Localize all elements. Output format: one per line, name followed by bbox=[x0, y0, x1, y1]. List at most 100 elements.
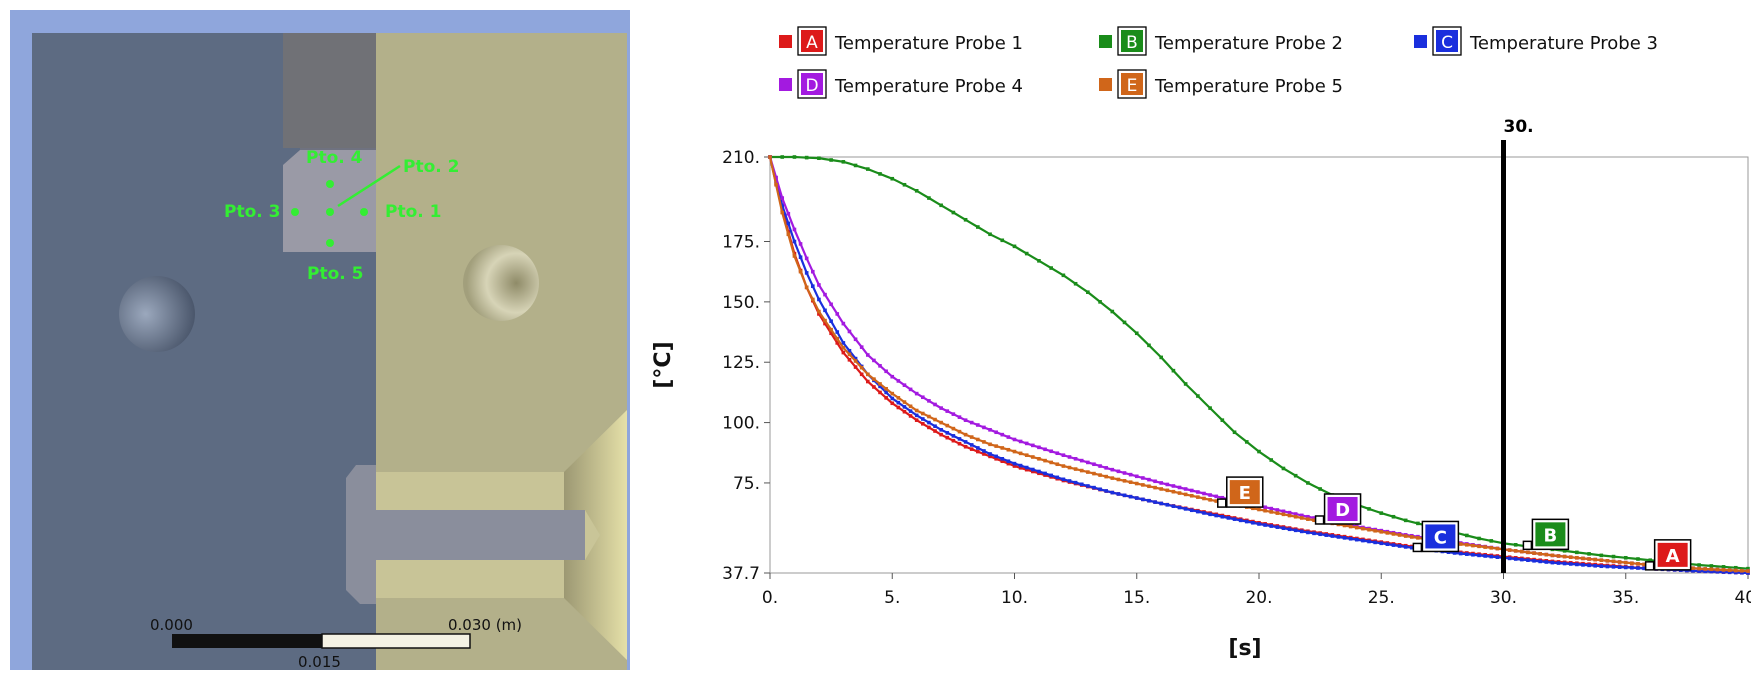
data-point bbox=[896, 396, 901, 400]
left-hole bbox=[119, 276, 195, 352]
data-point bbox=[921, 411, 925, 416]
data-point bbox=[945, 435, 950, 440]
scale-bar-left-label: 0.000 bbox=[150, 616, 193, 634]
data-point bbox=[1098, 487, 1102, 492]
data-point bbox=[1373, 528, 1377, 533]
data-point bbox=[976, 446, 980, 450]
data-point bbox=[1165, 488, 1170, 493]
data-point bbox=[853, 356, 858, 361]
data-point bbox=[1018, 439, 1023, 444]
data-point bbox=[1055, 451, 1060, 456]
data-point bbox=[1275, 511, 1280, 515]
y-tick-label: 75. bbox=[733, 474, 760, 494]
data-point bbox=[798, 255, 803, 259]
x-tick-label: 5. bbox=[884, 588, 900, 608]
x-axis: 0. 5. 10. 15. 20. 25. 30. 35. 40. bbox=[762, 573, 1751, 608]
data-point bbox=[847, 358, 852, 362]
marker-fill bbox=[1535, 522, 1566, 547]
data-point bbox=[1208, 512, 1212, 517]
data-point bbox=[951, 426, 956, 431]
legend-letter: A bbox=[806, 33, 818, 53]
data-point bbox=[1483, 545, 1487, 549]
data-point bbox=[1269, 524, 1274, 528]
legend-item-probe-2[interactable]: B Temperature Probe 2 bbox=[1099, 26, 1343, 56]
data-point bbox=[1159, 487, 1163, 491]
data-point bbox=[1079, 468, 1084, 473]
data-point bbox=[847, 329, 852, 334]
data-point bbox=[1342, 536, 1347, 540]
data-point bbox=[841, 321, 846, 326]
data-point bbox=[1183, 492, 1188, 497]
data-point bbox=[1257, 507, 1261, 512]
marker-fill bbox=[1327, 496, 1358, 521]
data-point bbox=[1495, 555, 1500, 559]
data-point bbox=[1330, 534, 1335, 538]
probe-point-5 bbox=[326, 239, 334, 247]
data-point bbox=[1379, 530, 1384, 534]
data-point bbox=[1562, 561, 1567, 566]
data-point bbox=[1465, 543, 1469, 547]
legend-item-probe-3[interactable]: C Temperature Probe 3 bbox=[1414, 26, 1658, 56]
data-point bbox=[780, 155, 785, 159]
data-point bbox=[1623, 560, 1628, 565]
legend-item-probe-5[interactable]: E Temperature Probe 5 bbox=[1099, 69, 1343, 99]
data-point bbox=[1721, 568, 1726, 572]
data-point bbox=[1037, 456, 1041, 461]
probe-cavity bbox=[283, 150, 376, 252]
data-point bbox=[1092, 471, 1096, 476]
data-point bbox=[1385, 542, 1390, 547]
data-point bbox=[1336, 535, 1341, 539]
data-point bbox=[1098, 300, 1102, 304]
data-point bbox=[1171, 484, 1176, 488]
data-point bbox=[1306, 481, 1310, 485]
data-point bbox=[1636, 566, 1640, 570]
scale-bar-right-label: 0.030 (m) bbox=[448, 616, 522, 634]
data-point bbox=[1299, 516, 1304, 520]
legend-item-probe-1[interactable]: A Temperature Probe 1 bbox=[779, 26, 1023, 56]
data-point bbox=[1141, 476, 1145, 480]
marker-fill bbox=[1425, 524, 1456, 549]
data-point bbox=[878, 390, 882, 395]
data-point bbox=[1128, 480, 1133, 484]
data-point bbox=[1202, 511, 1206, 515]
x-tick-label: 0. bbox=[762, 588, 778, 608]
data-point bbox=[1611, 565, 1616, 569]
data-point bbox=[1495, 546, 1500, 551]
data-point bbox=[1391, 514, 1396, 519]
data-point bbox=[1092, 462, 1096, 467]
legend-item-probe-4[interactable]: D Temperature Probe 4 bbox=[779, 69, 1023, 99]
data-point bbox=[872, 358, 876, 363]
data-point bbox=[1067, 479, 1072, 483]
data-point bbox=[939, 203, 943, 208]
data-point bbox=[823, 308, 827, 313]
data-point bbox=[1012, 464, 1017, 468]
time-cursor[interactable]: 30. bbox=[1501, 117, 1534, 573]
data-point bbox=[1587, 557, 1591, 561]
data-point bbox=[902, 405, 907, 409]
data-point bbox=[1575, 562, 1579, 567]
data-point bbox=[1073, 456, 1078, 461]
data-point bbox=[1110, 490, 1115, 495]
data-point bbox=[1526, 550, 1530, 555]
data-point bbox=[1061, 477, 1066, 482]
data-point bbox=[1244, 519, 1249, 524]
data-point bbox=[1037, 445, 1041, 450]
data-point bbox=[1740, 570, 1744, 575]
data-point bbox=[1715, 567, 1720, 572]
data-point bbox=[1617, 565, 1622, 569]
data-point bbox=[872, 377, 876, 381]
data-point bbox=[1079, 458, 1084, 463]
data-point bbox=[1575, 555, 1579, 560]
data-point bbox=[951, 210, 956, 215]
data-point bbox=[884, 390, 888, 395]
data-point bbox=[1141, 497, 1145, 502]
data-point bbox=[1061, 453, 1066, 457]
probe-label-4: Pto. 4 bbox=[306, 148, 363, 168]
data-point bbox=[1147, 477, 1151, 482]
marker-letter: E bbox=[1239, 483, 1251, 504]
data-point bbox=[1165, 503, 1170, 507]
data-point bbox=[810, 269, 815, 274]
legend-letter-fill bbox=[801, 30, 823, 52]
bottom-channel bbox=[346, 465, 585, 604]
data-point bbox=[1379, 541, 1384, 546]
